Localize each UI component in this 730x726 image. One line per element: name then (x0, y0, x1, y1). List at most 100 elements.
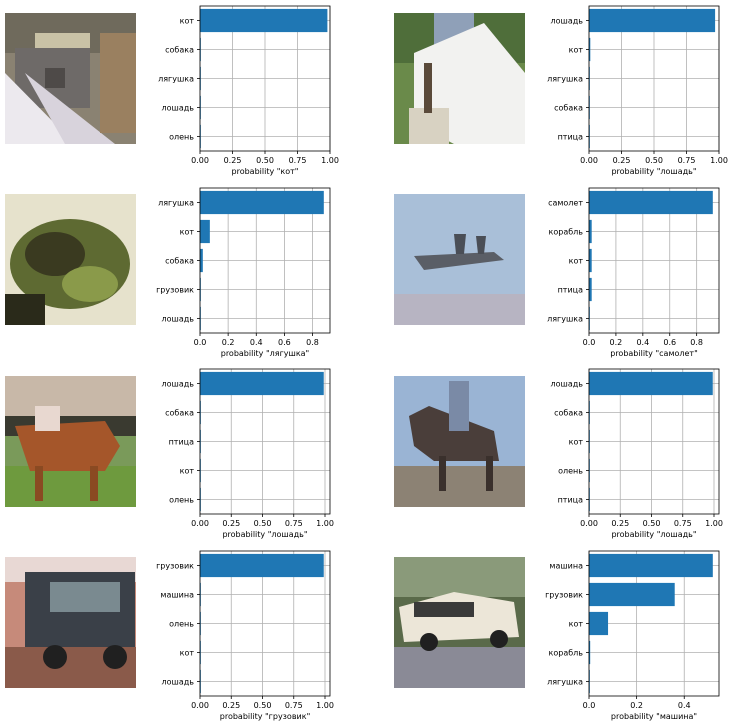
chart-panel: грузовик машина олень кот лошадь 0.00 0.25 0.50… (156, 550, 334, 721)
bar (589, 306, 590, 331)
x-tick-label: 0.75 (678, 156, 696, 165)
y-tick-label: лягушка (547, 315, 583, 324)
x-axis-label: probability "самолет" (610, 349, 698, 358)
x-tick-label: 0.00 (580, 156, 598, 165)
x-tick-label: 0.25 (222, 701, 240, 710)
bar (589, 458, 590, 483)
chart-panel: лягушка кот собака грузовик лошадь 0.0 0.2 0.4 0… (156, 187, 331, 358)
chart-svg: лошадь кот лягушка собака птица 0.00 0.25 0.50 0… (547, 5, 728, 176)
bar (200, 371, 324, 396)
y-tick-label: кот (569, 257, 584, 266)
y-tick-label: кот (180, 649, 195, 658)
y-tick-label: кот (569, 46, 584, 55)
frog-image (5, 194, 136, 325)
frog-thumbnail (5, 194, 136, 325)
bar (200, 95, 201, 120)
bar (200, 487, 201, 512)
x-tick-label: 0.4 (636, 338, 649, 347)
bar (589, 371, 713, 396)
bar (589, 219, 592, 244)
x-tick-label: 0.50 (254, 519, 272, 528)
x-tick-label: 0.75 (285, 701, 303, 710)
horse-image (394, 13, 525, 144)
x-axis-label: probability "лошадь" (222, 530, 307, 539)
bar (589, 582, 675, 607)
y-tick-label: грузовик (156, 286, 194, 295)
x-tick-label: 0.50 (645, 156, 663, 165)
x-tick-label: 0.2 (630, 701, 643, 710)
x-tick-label: 0.0 (583, 338, 596, 347)
x-tick-label: 1.00 (316, 701, 334, 710)
x-tick-label: 0.8 (306, 338, 319, 347)
x-tick-label: 0.00 (191, 701, 209, 710)
x-tick-label: 1.00 (321, 156, 339, 165)
bar (589, 429, 590, 454)
x-tick-label: 0.2 (222, 338, 235, 347)
bar (589, 553, 713, 578)
y-tick-label: лягушка (158, 199, 194, 208)
y-tick-label: лошадь (162, 104, 195, 113)
horse-rider-image (394, 376, 525, 507)
chart-svg: машина грузовик кот корабль лягушка 0.0 0.2 0.4… (545, 550, 720, 721)
y-tick-label: лошадь (551, 17, 584, 26)
y-tick-label: кот (569, 620, 584, 629)
y-tick-label: лягушка (547, 678, 583, 687)
y-tick-label: грузовик (545, 591, 583, 600)
airplane-image (394, 194, 525, 325)
x-tick-label: 0.75 (289, 156, 307, 165)
y-tick-label: кот (569, 438, 584, 447)
y-tick-label: лошадь (162, 380, 195, 389)
bar (589, 400, 590, 425)
horse-thumbnail-1 (394, 13, 525, 144)
x-tick-label: 0.8 (690, 338, 703, 347)
chart-panel: машина грузовик кот корабль лягушка 0.0 0.2 0.4… (545, 550, 720, 721)
bar (200, 400, 201, 425)
x-tick-label: 1.00 (710, 156, 728, 165)
horse-thumbnail-3 (394, 376, 525, 507)
bar (589, 8, 716, 33)
bar (200, 190, 324, 215)
chart-panel: лошадь кот лягушка собака птица 0.00 0.25 0.50 0… (547, 5, 728, 176)
chart-svg: лошадь собака кот олень птица 0.00 0.25 0.50 0.7… (551, 368, 723, 539)
x-tick-label: 0.6 (663, 338, 676, 347)
chart-svg: самолет корабль кот птица лягушка 0.0 0.2 0.4 0.… (547, 187, 720, 358)
bar (200, 611, 201, 636)
y-tick-label: кот (180, 467, 195, 476)
y-tick-label: лошадь (162, 315, 195, 324)
chart-panel: кот собака лягушка лошадь олень 0.00 0.25 0.50 0… (158, 5, 339, 176)
bar (589, 124, 590, 149)
x-axis-label: probability "лошадь" (611, 530, 696, 539)
truck-image (5, 557, 136, 688)
bar (589, 640, 591, 665)
x-tick-label: 0.00 (191, 156, 209, 165)
y-tick-label: собака (165, 257, 194, 266)
bar (200, 219, 210, 244)
bar (200, 458, 201, 483)
bar (200, 66, 201, 91)
bar (200, 553, 324, 578)
x-tick-label: 0.50 (254, 701, 272, 710)
chart-panel: лошадь собака птица кот олень 0.00 0.25 0.50 0.7… (162, 368, 334, 539)
y-tick-label: машина (549, 562, 583, 571)
y-tick-label: лягушка (547, 75, 583, 84)
y-tick-label: олень (169, 496, 194, 505)
x-tick-label: 0.75 (285, 519, 303, 528)
x-tick-label: 0.4 (250, 338, 263, 347)
x-axis-label: probability "лошадь" (611, 167, 696, 176)
y-tick-label: кот (180, 228, 195, 237)
x-tick-label: 0.25 (611, 519, 629, 528)
bar (589, 669, 590, 694)
y-tick-label: грузовик (156, 562, 194, 571)
y-tick-label: олень (169, 133, 194, 142)
bar (200, 429, 201, 454)
x-axis-label: probability "грузовик" (220, 712, 311, 721)
x-tick-label: 0.2 (610, 338, 623, 347)
y-tick-label: собака (554, 104, 583, 113)
x-tick-label: 0.4 (678, 701, 691, 710)
x-tick-label: 0.25 (613, 156, 631, 165)
x-tick-label: 0.25 (224, 156, 242, 165)
bar (200, 669, 201, 694)
y-tick-label: корабль (549, 228, 584, 237)
x-tick-label: 1.00 (705, 519, 723, 528)
chart-svg: грузовик машина олень кот лошадь 0.00 0.25 0.50… (156, 550, 334, 721)
